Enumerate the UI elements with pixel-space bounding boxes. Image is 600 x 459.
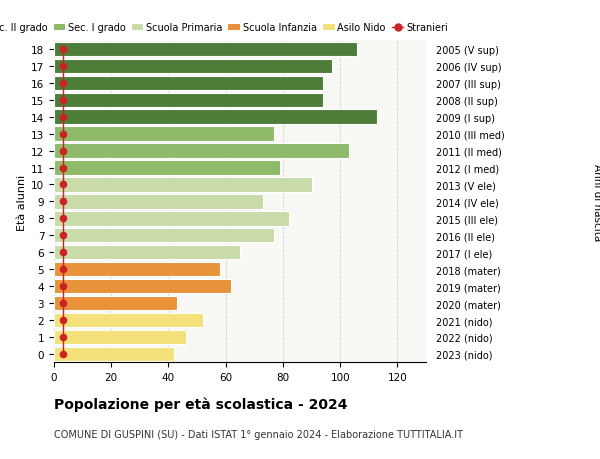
Text: Popolazione per età scolastica - 2024: Popolazione per età scolastica - 2024 [54, 397, 347, 412]
Point [58, 80, 67, 87]
Text: Anni di nascita: Anni di nascita [592, 163, 600, 241]
Y-axis label: Età alunni: Età alunni [17, 174, 27, 230]
Point [58, 249, 67, 257]
Point [58, 317, 67, 324]
Point [58, 181, 67, 189]
Point [58, 97, 67, 104]
Point [58, 63, 67, 70]
Point [58, 351, 67, 358]
Bar [54, 313, 203, 328]
Point [58, 300, 67, 307]
Bar [54, 195, 263, 209]
Bar [54, 60, 332, 74]
Bar [54, 76, 323, 91]
Point [58, 131, 67, 138]
Bar [54, 296, 177, 311]
Bar [54, 246, 240, 260]
Point [58, 334, 67, 341]
Text: COMUNE DI GUSPINI (SU) - Dati ISTAT 1° gennaio 2024 - Elaborazione TUTTITALIA.IT: COMUNE DI GUSPINI (SU) - Dati ISTAT 1° g… [54, 429, 463, 439]
Bar [54, 212, 289, 226]
Bar [54, 43, 358, 57]
Bar [54, 161, 280, 175]
Bar [54, 144, 349, 158]
Legend: Sec. II grado, Sec. I grado, Scuola Primaria, Scuola Infanzia, Asilo Nido, Stran: Sec. II grado, Sec. I grado, Scuola Prim… [0, 23, 448, 33]
Point [58, 164, 67, 172]
Point [58, 283, 67, 290]
Bar [54, 229, 274, 243]
Bar [54, 347, 174, 361]
Point [58, 46, 67, 53]
Bar [54, 178, 311, 192]
Point [58, 215, 67, 223]
Bar [54, 93, 323, 108]
Bar [54, 110, 377, 124]
Point [58, 198, 67, 206]
Bar [54, 263, 220, 277]
Point [58, 114, 67, 121]
Bar [54, 127, 274, 141]
Point [58, 266, 67, 273]
Point [58, 147, 67, 155]
Point [58, 232, 67, 240]
Bar [54, 330, 185, 344]
Bar [54, 280, 232, 294]
